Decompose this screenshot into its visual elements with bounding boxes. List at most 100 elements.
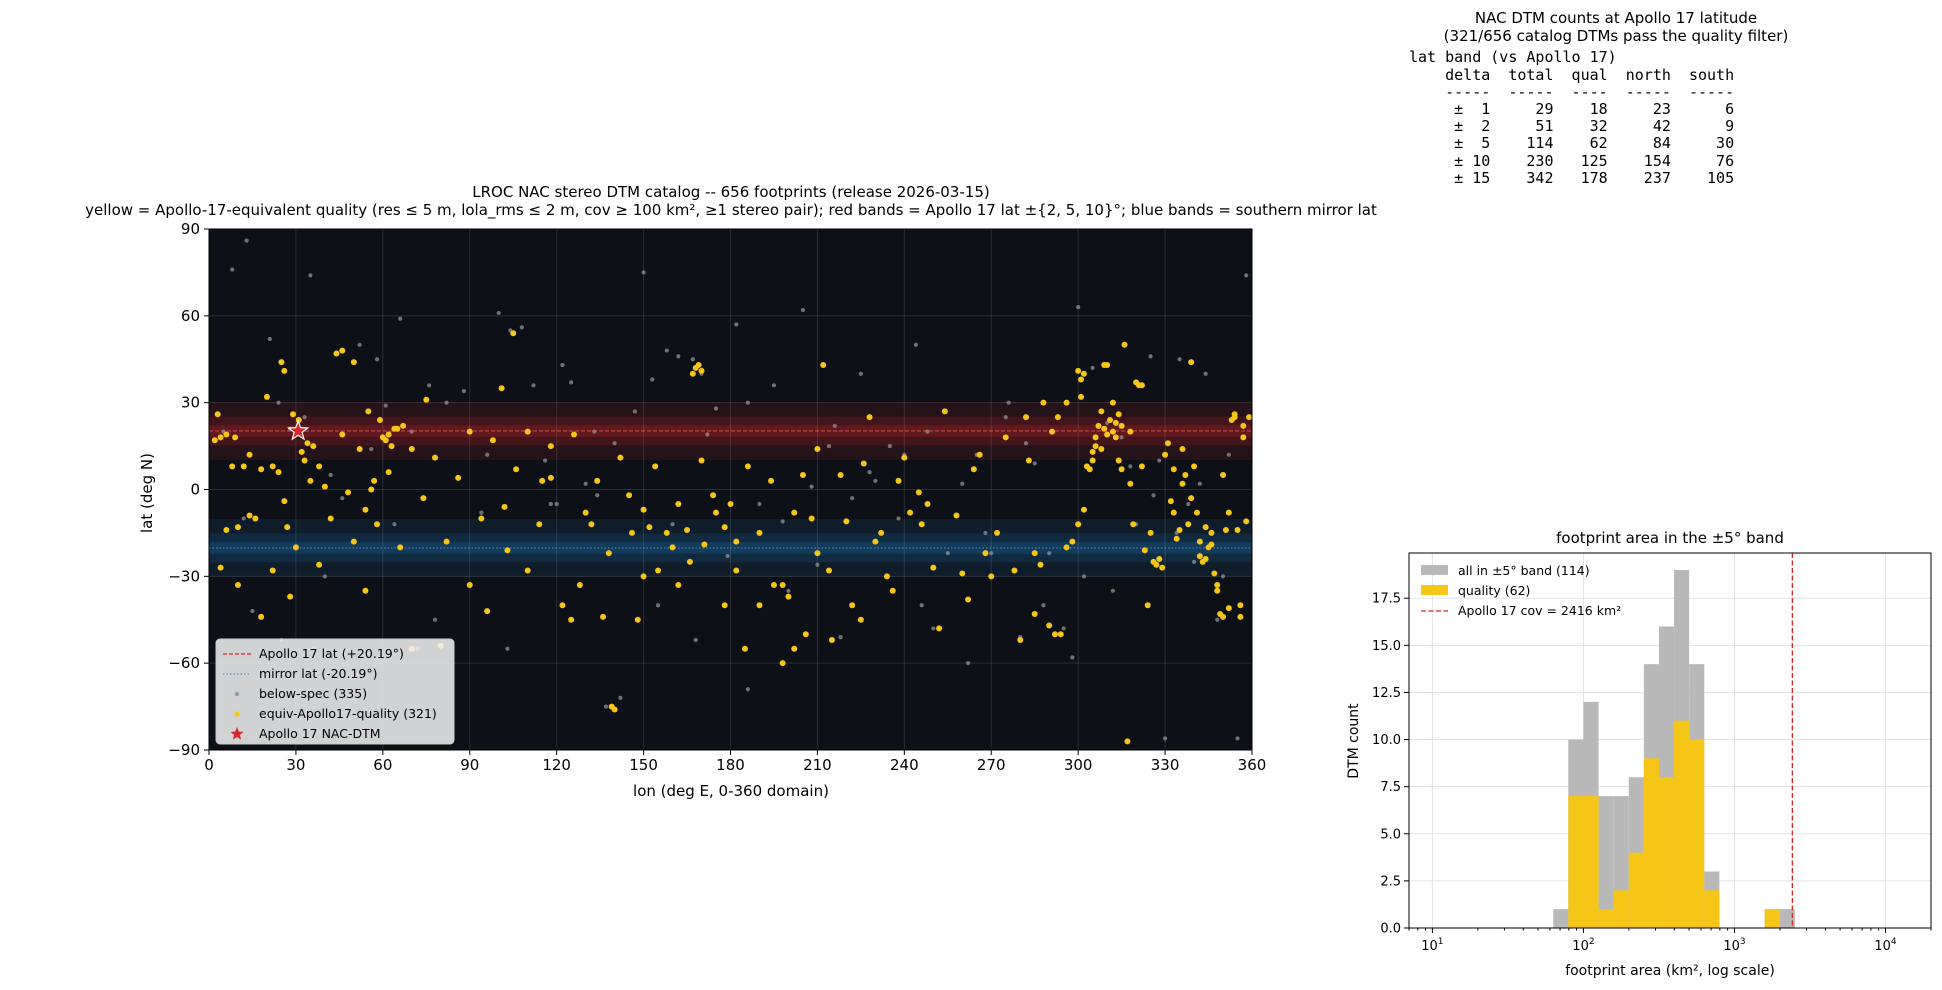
quality-point	[362, 506, 369, 513]
quality-point	[1092, 443, 1099, 450]
h-x-tick-label: 102	[1572, 937, 1594, 954]
legend-below-spec-swatch	[234, 691, 240, 697]
below-spec-point	[276, 400, 281, 405]
quality-point	[1112, 419, 1119, 426]
quality-point	[290, 411, 297, 418]
quality-point	[779, 660, 786, 667]
quality-point	[223, 527, 230, 534]
below-spec-point	[925, 429, 930, 434]
histogram-legend: all in ±5° band (114) quality (62) Apoll…	[1421, 563, 1621, 618]
histogram-y-label: DTM count	[1346, 703, 1362, 779]
quality-point	[397, 544, 404, 551]
below-spec-point	[461, 388, 467, 394]
below-spec-point	[896, 516, 901, 521]
quality-point	[287, 593, 294, 600]
quality-point	[860, 460, 867, 467]
quality-point	[652, 463, 659, 470]
quality-point	[857, 616, 864, 623]
quality-point	[684, 527, 691, 534]
quality-point	[617, 454, 624, 461]
quality-point	[339, 431, 346, 438]
quality-point	[1104, 362, 1111, 369]
apollo17-site-star-icon	[287, 419, 310, 441]
below-spec-point	[302, 415, 307, 420]
below-spec-point	[383, 403, 388, 408]
quality-point	[310, 443, 317, 450]
quality-point	[936, 625, 943, 632]
quality-point	[970, 466, 977, 473]
quality-point	[1063, 399, 1070, 406]
below-spec-point	[838, 635, 843, 640]
quality-point	[814, 445, 821, 452]
quality-point	[1153, 561, 1160, 568]
below-spec-point	[1128, 464, 1133, 469]
quality-point	[258, 466, 265, 473]
quality-point	[646, 524, 653, 531]
quality-point	[918, 521, 925, 528]
quality-point	[345, 489, 352, 496]
quality-point	[1121, 341, 1128, 348]
quality-point	[536, 521, 543, 528]
quality-point	[1193, 509, 1200, 516]
legend-quality-label: equiv-Apollo17-quality (321)	[259, 706, 437, 721]
quality-point	[701, 541, 708, 548]
quality-bar	[1689, 739, 1705, 928]
quality-point	[269, 463, 276, 470]
below-spec-point	[693, 637, 698, 643]
below-spec-point	[713, 406, 719, 411]
quality-point	[339, 347, 346, 354]
quality-point	[1243, 518, 1250, 525]
quality-point	[1078, 393, 1085, 400]
quality-point	[504, 547, 511, 554]
table-line: ± 5 114 62 84 30	[1409, 134, 1734, 152]
h-x-tick-label: 103	[1723, 937, 1745, 954]
quality-point	[1017, 637, 1024, 644]
below-spec-point	[357, 342, 362, 347]
below-spec-point	[374, 357, 380, 362]
table-line: ± 1 29 18 23 6	[1409, 100, 1734, 118]
table-line: lat band (vs Apollo 17)	[1409, 48, 1617, 66]
h-y-tick-label: 17.5	[1372, 592, 1401, 607]
quality-point	[686, 558, 693, 565]
quality-point	[376, 417, 383, 424]
quality-point	[1054, 414, 1061, 421]
quality-bar	[1613, 890, 1629, 928]
quality-point	[628, 529, 635, 536]
all-band-bar	[1598, 796, 1614, 928]
quality-point	[1046, 622, 1053, 629]
quality-point	[362, 587, 369, 594]
all-band-bar	[1779, 909, 1795, 928]
below-spec-point	[1148, 354, 1153, 359]
quality-point	[1231, 411, 1238, 418]
quality-point	[1225, 605, 1232, 612]
below-spec-point	[444, 400, 449, 405]
quality-point	[394, 425, 401, 432]
quality-point	[1109, 399, 1116, 406]
below-spec-point	[1203, 371, 1208, 376]
below-spec-point	[1244, 273, 1249, 278]
below-spec-point	[592, 429, 597, 434]
below-spec-point	[1032, 461, 1037, 466]
below-spec-point	[392, 522, 397, 527]
below-spec-point	[887, 443, 892, 449]
below-spec-point	[548, 501, 553, 507]
quality-point	[976, 451, 983, 458]
legend-quality-band-swatch	[1421, 585, 1448, 595]
quality-point	[1104, 431, 1111, 438]
below-spec-point	[485, 452, 490, 457]
below-spec-point	[1070, 655, 1075, 660]
scatter-x-label: lon (deg E, 0-360 domain)	[633, 782, 829, 800]
quality-point	[501, 503, 508, 510]
below-spec-point	[1157, 458, 1162, 463]
quality-bar	[1598, 909, 1614, 928]
quality-point	[799, 472, 806, 479]
quality-point	[1214, 582, 1221, 589]
quality-point	[901, 454, 908, 461]
quality-point	[1225, 509, 1232, 516]
h-y-tick-label: 12.5	[1372, 686, 1401, 701]
x-tick-label: 210	[803, 756, 832, 774]
below-spec-point	[786, 588, 791, 593]
quality-point	[1025, 457, 1032, 464]
quality-point	[559, 602, 566, 609]
quality-point	[895, 477, 902, 484]
